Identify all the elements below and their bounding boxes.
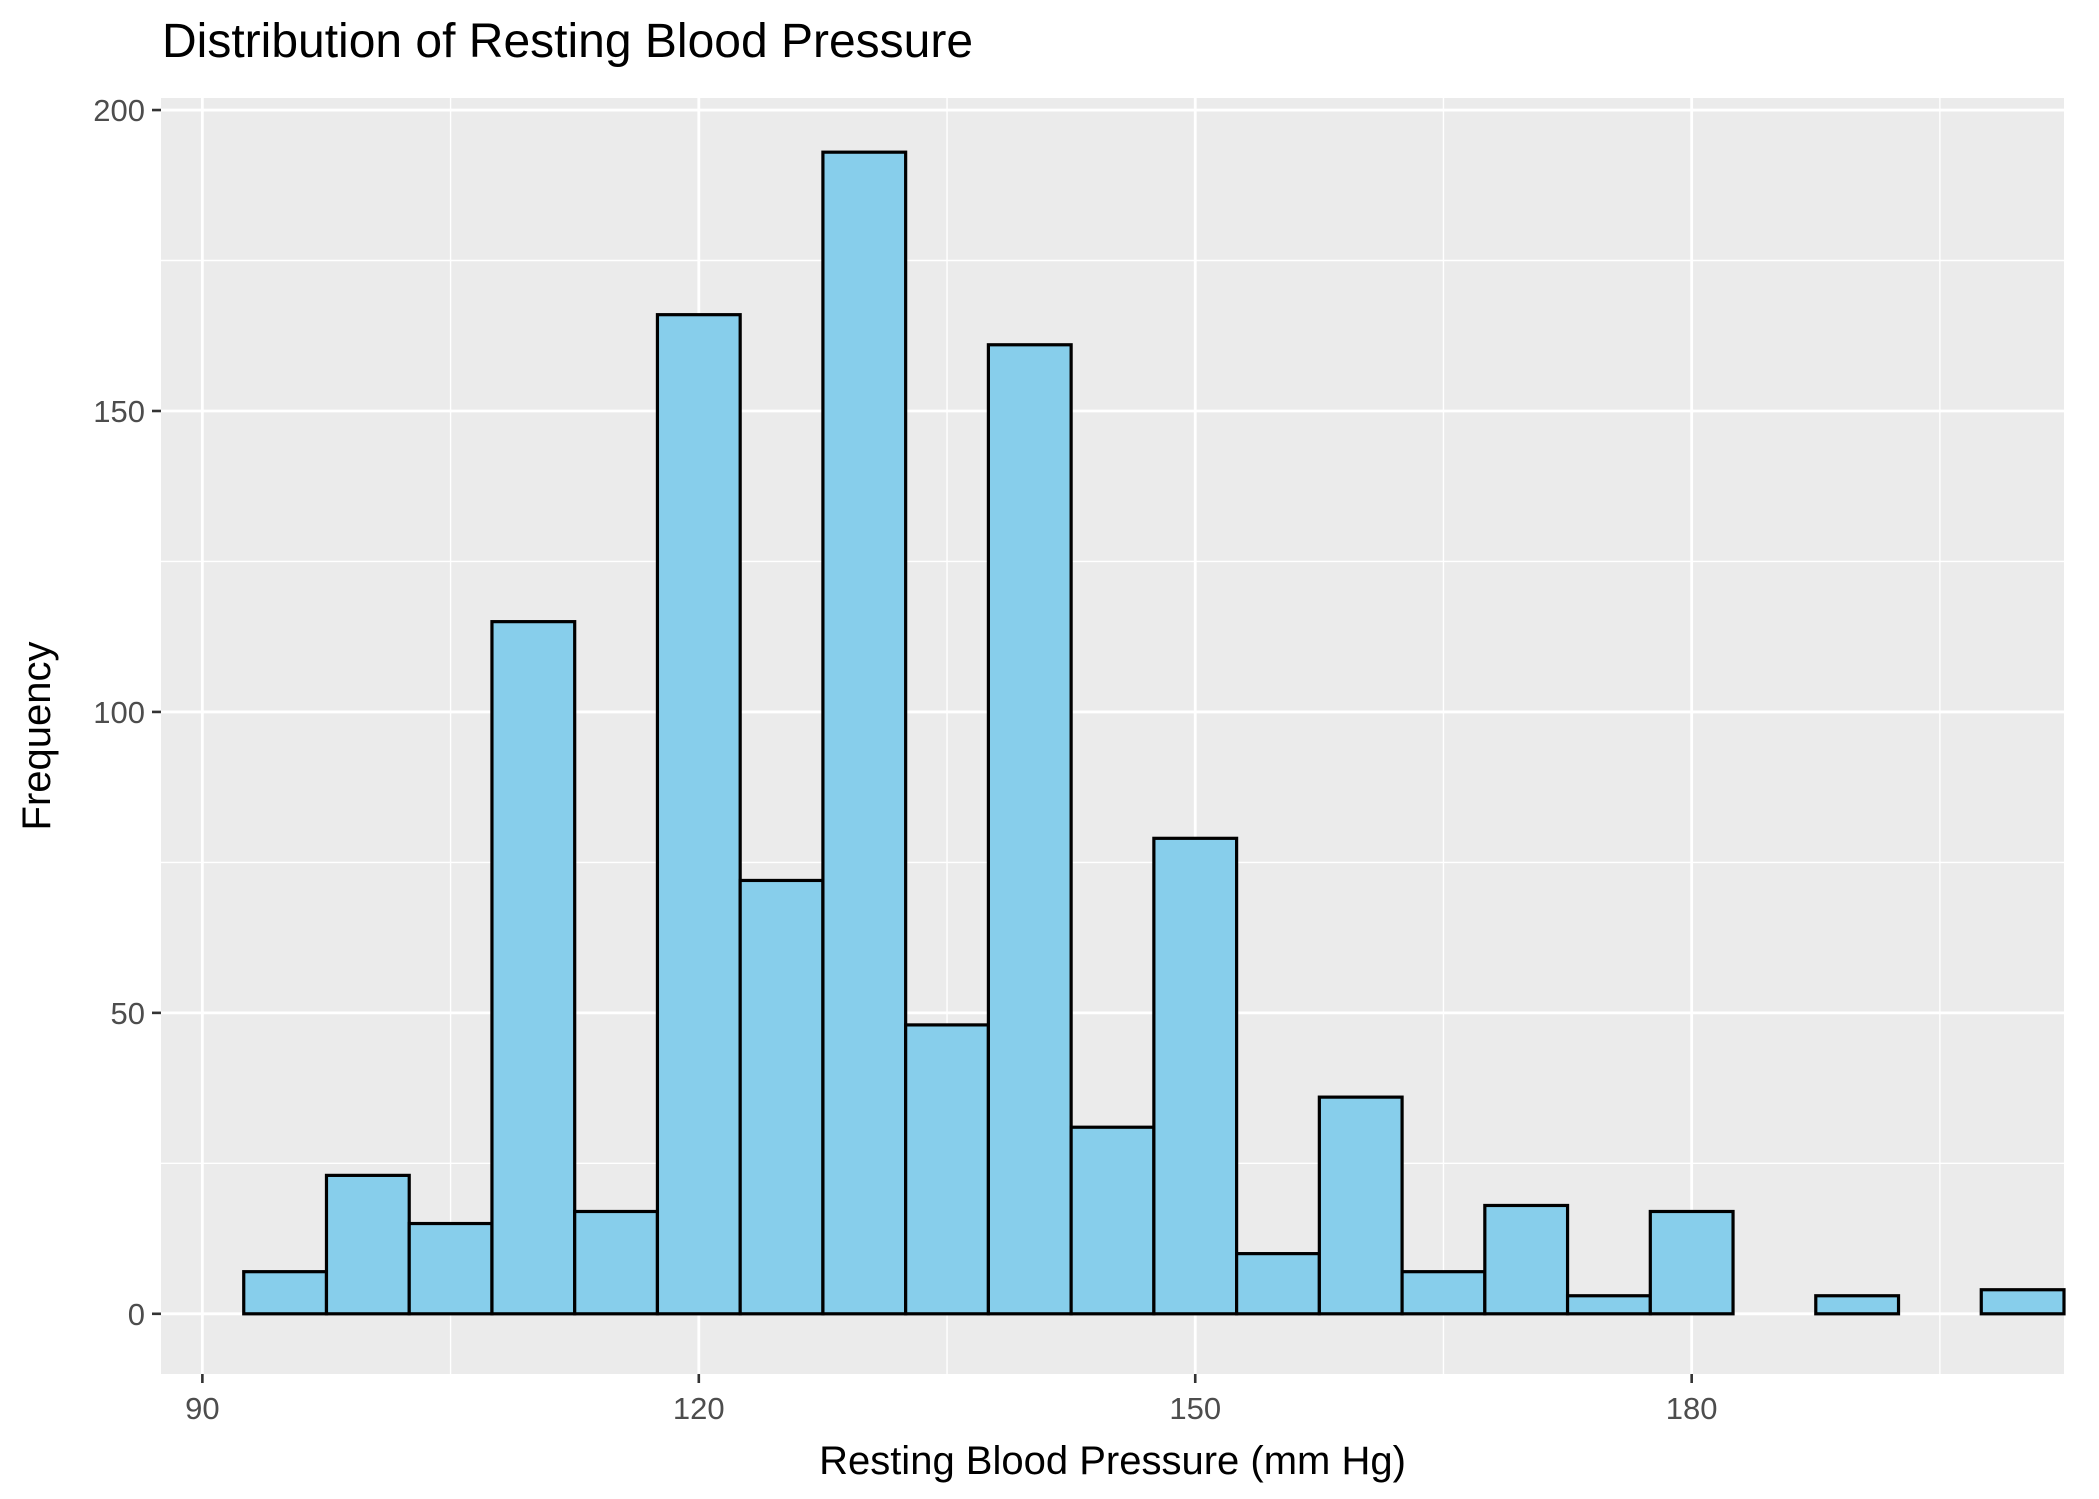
histogram-bar-3 [490, 620, 577, 1316]
histogram-bar-8 [904, 1023, 990, 1316]
chart-title: Distribution of Resting Blood Pressure [162, 15, 974, 68]
histogram-bar-15 [1483, 1203, 1570, 1316]
x-axis: 90 120 150 180 [185, 1374, 1718, 1426]
histogram-bar-14 [1400, 1270, 1487, 1316]
y-axis: 0 50 100 150 200 [93, 93, 161, 1332]
histogram-bar-5 [655, 313, 742, 1316]
histogram-bar-6 [738, 878, 825, 1316]
histogram-bar-2 [407, 1221, 494, 1316]
x-tick-label: 150 [1169, 1391, 1221, 1426]
histogram-bar-7 [821, 150, 908, 1316]
x-tick-label: 180 [1666, 1391, 1718, 1426]
histogram-bars [242, 150, 2066, 1316]
histogram-bar-16 [1565, 1294, 1652, 1316]
x-tick-label: 120 [673, 1391, 725, 1426]
histogram-bar-21 [1979, 1288, 2066, 1316]
histogram-bar-19 [1814, 1294, 1901, 1316]
histogram-bar-4 [573, 1209, 660, 1316]
histogram-bar-0 [242, 1270, 329, 1316]
y-tick-label: 150 [93, 394, 145, 429]
histogram-bar-12 [1235, 1252, 1321, 1316]
y-tick-label: 0 [128, 1297, 145, 1332]
histogram-bar-13 [1317, 1095, 1404, 1316]
y-tick-label: 200 [93, 93, 145, 128]
y-tick-label: 100 [93, 695, 145, 730]
y-axis-label: Frequency [15, 642, 59, 831]
histogram-bar-9 [986, 343, 1073, 1316]
histogram-bar-17 [1648, 1209, 1735, 1316]
histogram-bar-11 [1152, 836, 1239, 1316]
x-axis-label: Resting Blood Pressure (mm Hg) [819, 1439, 1406, 1483]
grid-minor [161, 98, 2064, 1374]
histogram-bar-10 [1069, 1125, 1156, 1316]
x-tick-label: 90 [185, 1391, 219, 1426]
histogram-bar-1 [324, 1173, 411, 1316]
y-tick-label: 50 [111, 996, 145, 1031]
